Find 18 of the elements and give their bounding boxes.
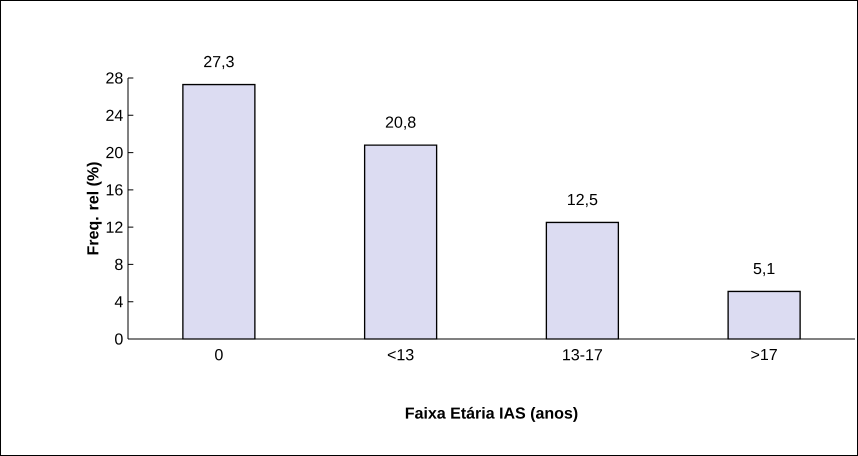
y-tick-label: 4: [114, 296, 123, 308]
x-tick-label: 0: [215, 349, 223, 360]
y-tick-label: 12: [106, 222, 122, 233]
data-label: 27,3: [204, 56, 234, 70]
y-tick-label: 20: [106, 146, 123, 158]
y-tick-label: 0: [115, 333, 123, 345]
x-tick-label: <13: [388, 349, 414, 360]
y-tick-label: 8: [115, 258, 123, 270]
y-tick-label: 24: [106, 110, 123, 121]
data-label: 5,1: [754, 263, 774, 276]
y-tick-label: 28: [106, 72, 123, 84]
data-label: 12,5: [568, 194, 598, 208]
y-axis-title: Freq. rel (%): [86, 162, 102, 254]
data-label: 20,8: [386, 116, 416, 130]
y-tick-label: 16: [106, 184, 123, 196]
x-axis-title: Faixa Etária IAS (anos): [406, 406, 578, 422]
x-tick-label: >17: [751, 349, 777, 360]
x-tick-label: 13-17: [563, 349, 602, 360]
